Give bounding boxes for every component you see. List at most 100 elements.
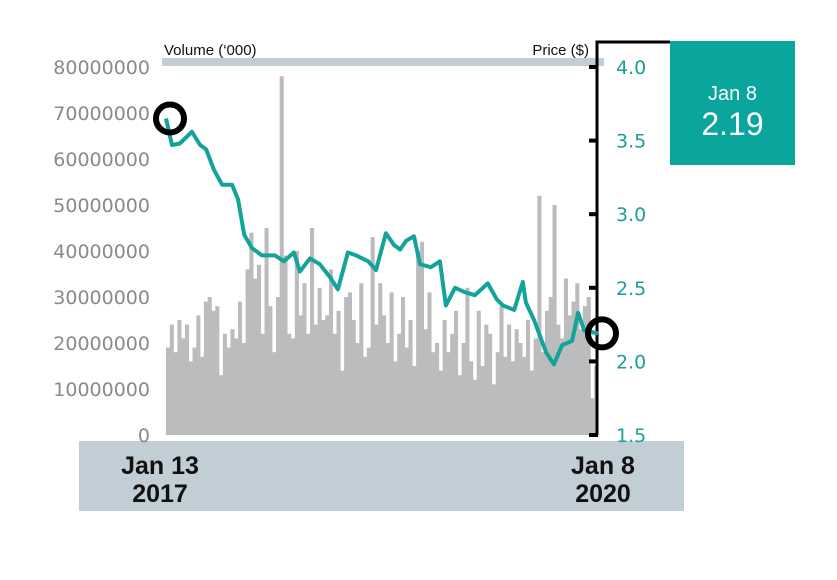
volume-bar xyxy=(351,320,356,435)
volume-bar xyxy=(177,320,182,435)
volume-bar xyxy=(226,347,231,435)
x-label-end-line2: 2020 xyxy=(575,480,631,508)
price-tick xyxy=(589,138,598,143)
volume-bar xyxy=(412,366,417,435)
volume-bar xyxy=(230,329,235,435)
volume-bar xyxy=(200,356,205,435)
x-label-end-line1: Jan 8 xyxy=(571,452,635,480)
price-tick xyxy=(589,285,598,290)
volume-bar xyxy=(241,343,246,435)
volume-bar xyxy=(238,301,243,435)
price-axis-title: Price ($) xyxy=(532,42,589,59)
volume-bar xyxy=(268,306,273,435)
volume-bar xyxy=(472,379,478,435)
volume-bar xyxy=(340,370,345,435)
volume-bar xyxy=(560,338,565,435)
volume-bar xyxy=(192,347,197,435)
volume-bar xyxy=(222,333,227,435)
volume-bar xyxy=(499,306,504,435)
volume-bar xyxy=(556,324,561,435)
volume-bar xyxy=(469,361,474,435)
volume-bar xyxy=(207,297,212,435)
volume-tick-label: 60000000 xyxy=(53,149,150,171)
volume-bar xyxy=(438,370,443,435)
volume-bar xyxy=(491,384,496,435)
volume-bar xyxy=(215,306,220,435)
volume-bar xyxy=(173,352,178,435)
volume-tick-label: 80000000 xyxy=(53,57,150,79)
volume-bar xyxy=(355,343,360,435)
price-tick xyxy=(589,433,598,437)
volume-tick-label: 50000000 xyxy=(53,195,150,217)
volume-tick-label: 30000000 xyxy=(53,287,150,309)
price-tick-label: 3.0 xyxy=(616,204,646,226)
volume-bar xyxy=(537,195,542,435)
volume-bar xyxy=(450,333,455,435)
price-tick xyxy=(589,359,598,364)
volume-bar xyxy=(544,310,550,435)
volume-bar xyxy=(476,310,481,435)
price-tick-label: 1.5 xyxy=(616,425,646,447)
volume-bar xyxy=(363,356,368,435)
volume-bar xyxy=(245,269,250,435)
volume-bar xyxy=(370,237,375,435)
volume-bar xyxy=(291,338,296,435)
volume-bar xyxy=(427,292,432,435)
volume-bar xyxy=(169,324,174,435)
volume-bar xyxy=(366,347,371,435)
volume-axis-title: Volume (‘000) xyxy=(164,42,257,59)
volume-bar xyxy=(325,315,330,435)
volume-bar xyxy=(256,264,262,435)
volume-bar xyxy=(344,297,349,435)
x-axis-band xyxy=(79,441,684,511)
volume-bar xyxy=(389,292,394,435)
volume-bar xyxy=(275,297,280,435)
volume-bar xyxy=(166,347,171,435)
volume-bar xyxy=(234,338,239,435)
volume-bar xyxy=(310,228,315,435)
volume-tick-label: 70000000 xyxy=(53,103,150,125)
volume-bar xyxy=(306,333,311,435)
volume-bar xyxy=(253,278,258,435)
volume-bar xyxy=(359,283,364,435)
volume-bar xyxy=(397,333,402,435)
volume-bar xyxy=(461,343,466,435)
price-tick xyxy=(589,65,598,69)
volume-bar xyxy=(552,205,557,435)
volume-bar xyxy=(272,352,277,435)
volume-bar xyxy=(249,232,254,435)
volume-bar xyxy=(279,76,284,435)
price-line xyxy=(164,118,599,367)
volume-bar xyxy=(382,315,387,435)
volume-bar xyxy=(336,310,341,435)
volume-bar xyxy=(321,320,326,435)
volume-bar xyxy=(503,356,508,435)
price-tick xyxy=(589,212,598,217)
volume-bar xyxy=(419,241,424,435)
volume-bar xyxy=(586,297,591,435)
callout-date: Jan 8 xyxy=(708,83,757,105)
price-tick-label: 4.0 xyxy=(616,57,646,79)
volume-bar xyxy=(454,310,459,435)
volume-bar xyxy=(203,301,208,435)
volume-tick-label: 40000000 xyxy=(53,241,150,263)
volume-bar xyxy=(385,343,390,435)
volume-bar xyxy=(442,320,447,435)
volume-bar xyxy=(328,269,334,435)
volume-bar xyxy=(374,324,379,435)
start-marker xyxy=(153,101,187,136)
volume-bar xyxy=(393,361,398,435)
volume-bar xyxy=(188,361,193,435)
volume-bar xyxy=(184,324,190,435)
volume-bar xyxy=(219,375,224,435)
volume-bar xyxy=(378,283,383,435)
volume-bar xyxy=(575,283,580,435)
volume-bar xyxy=(211,310,216,435)
volume-bar xyxy=(260,333,265,435)
volume-bar xyxy=(522,356,527,435)
volume-bar xyxy=(431,352,436,435)
callout-value: 2.19 xyxy=(701,106,764,142)
volume-bar xyxy=(579,329,584,435)
volume-bar xyxy=(287,333,292,435)
